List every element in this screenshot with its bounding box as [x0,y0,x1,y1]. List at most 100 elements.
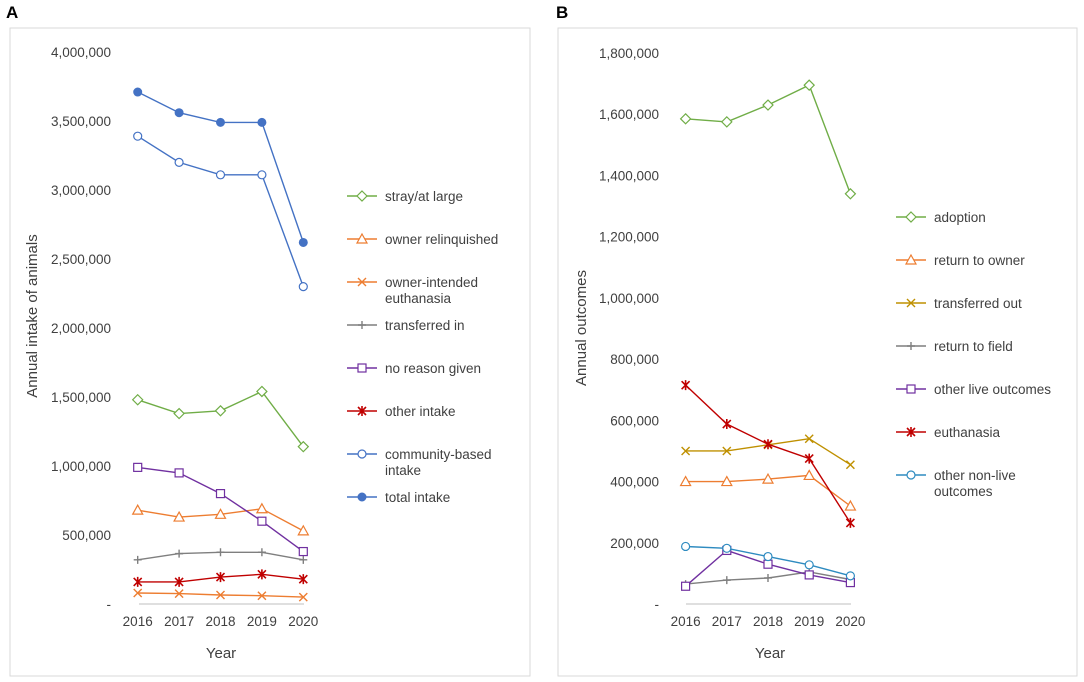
x-tick-label: 2020 [835,614,865,629]
y-tick-label: 500,000 [62,528,111,543]
data-point-other-non-live-outcomes [763,551,773,562]
series-total-intake [133,87,308,247]
series-no-reason-given [133,462,308,557]
legend-marker [906,298,916,308]
legend-item-other-non-live-outcomes: other non-live outcomes [896,468,1016,499]
panel-b-x-ticks: 2016 2017 2018 2019 2020 [671,614,866,629]
panel-a-x-ticks: 2016 2017 2018 2019 2020 [123,614,319,629]
data-point-no-reason-given [298,546,308,557]
panel-a-series [131,87,310,602]
data-point-community-based-intake [298,282,308,292]
data-point-no-reason-given [215,489,226,499]
data-point-owner-intended-euthanasia [216,590,225,600]
data-point-community-based-intake [215,170,226,180]
series-return-to-owner [679,469,857,511]
data-point-other-intake [257,569,267,580]
y-tick-label: 2,500,000 [51,252,111,267]
panel-a-plot: - 500,000 1,000,000 1,500,000 2,000,000 2,500… [51,45,318,629]
legend-label: transferred in [385,318,465,333]
data-point-no-reason-given [133,462,143,472]
data-point-other-intake [133,576,143,587]
data-point-other-intake [174,576,184,587]
y-tick-label: 200,000 [610,536,659,551]
data-point-other-non-live-outcomes [680,541,691,552]
legend-item-community-based-intake: community-based intake [347,447,492,478]
panel-b-x-axis-title: Year [755,645,785,662]
legend-label: other non-live outcomes [934,468,1016,499]
data-point-stray-at-large [214,404,227,417]
data-point-transferred-in [299,555,308,564]
panel-b-y-axis-title: Annual outcomes [573,270,590,386]
legend-item-transferred-in: transferred in [347,318,465,333]
legend-marker [355,232,369,244]
legend-label: return to field [934,339,1013,354]
legend-label: no reason given [385,361,481,376]
panel-b-frame [557,27,1078,677]
data-point-other-non-live-outcomes [722,543,732,553]
panel-a-y-axis-title: Annual intake of animals [24,234,41,397]
x-tick-label: 2018 [205,614,235,629]
data-point-community-based-intake [133,131,143,141]
data-point-total-intake [216,117,225,127]
y-tick-label: 1,600,000 [599,107,659,122]
legend-item-transferred-out: transferred out [896,296,1022,311]
legend-marker [905,211,917,223]
series-community-based-intake [133,131,308,292]
y-tick-label: 1,500,000 [51,390,111,405]
y-tick-label: 1,200,000 [599,230,659,245]
data-point-other-non-live-outcomes [845,571,856,581]
legend-item-other-intake: other intake [347,404,456,419]
data-point-community-based-intake [257,170,267,180]
y-tick-label: 3,500,000 [51,114,111,129]
data-point-owner-relinquished [255,502,268,514]
legend-label: owner-intended euthanasia [385,275,478,306]
legend-label: stray/at large [385,189,463,204]
legend-marker [357,277,367,287]
legend-marker [356,190,368,202]
data-point-transferred-out [845,460,855,470]
data-point-adoption [803,79,816,91]
data-point-owner-intended-euthanasia [133,588,143,598]
legend-label: community-based intake [385,447,492,478]
legend-label: owner relinquished [385,232,498,247]
legend-marker [906,384,916,394]
y-tick-label: 800,000 [610,352,659,367]
data-point-euthanasia [681,380,691,391]
panel-b-letter: B [556,3,568,22]
data-point-stray-at-large [256,385,268,398]
y-tick-label: 1,000,000 [51,459,111,474]
legend-item-return-to-field: return to field [896,339,1013,354]
y-tick-label: - [107,597,112,612]
data-point-other-live-outcomes [763,559,773,569]
series-stray-at-large [131,385,310,453]
data-point-adoption [720,116,733,128]
legend-item-adoption: adoption [896,210,986,225]
y-tick-label: 4,000,000 [51,45,111,60]
x-tick-label: 2019 [247,614,277,629]
data-point-return-to-owner [679,475,692,487]
y-tick-label: 400,000 [610,475,659,490]
panel-a-y-ticks: - 500,000 1,000,000 1,500,000 2,000,000 2,500… [51,45,111,612]
data-point-return-to-owner [761,472,775,484]
legend-marker [906,470,916,480]
data-point-euthanasia [763,439,773,450]
x-tick-label: 2016 [671,614,701,629]
legend-item-owner-intended-euthanasia: owner-intended euthanasia [347,275,478,306]
legend-item-total-intake: total intake [347,490,450,505]
series-other-non-live-outcomes [680,541,856,581]
legend-item-no-reason-given: no reason given [347,361,481,376]
data-point-transferred-in [216,548,225,557]
data-point-transferred-out [804,434,814,444]
series-owner-intended-euthanasia [133,588,308,602]
data-point-transferred-in [257,548,266,557]
data-point-adoption [679,112,692,125]
x-tick-label: 2020 [288,614,318,629]
data-point-return-to-owner [803,469,816,481]
data-point-owner-relinquished [131,503,144,515]
legend-item-owner-relinquished: owner relinquished [347,232,498,247]
y-tick-label: 1,000,000 [599,291,659,306]
data-point-stray-at-large [173,407,185,420]
data-point-stray-at-large [131,393,144,406]
legend-item-return-to-owner: return to owner [896,253,1025,268]
